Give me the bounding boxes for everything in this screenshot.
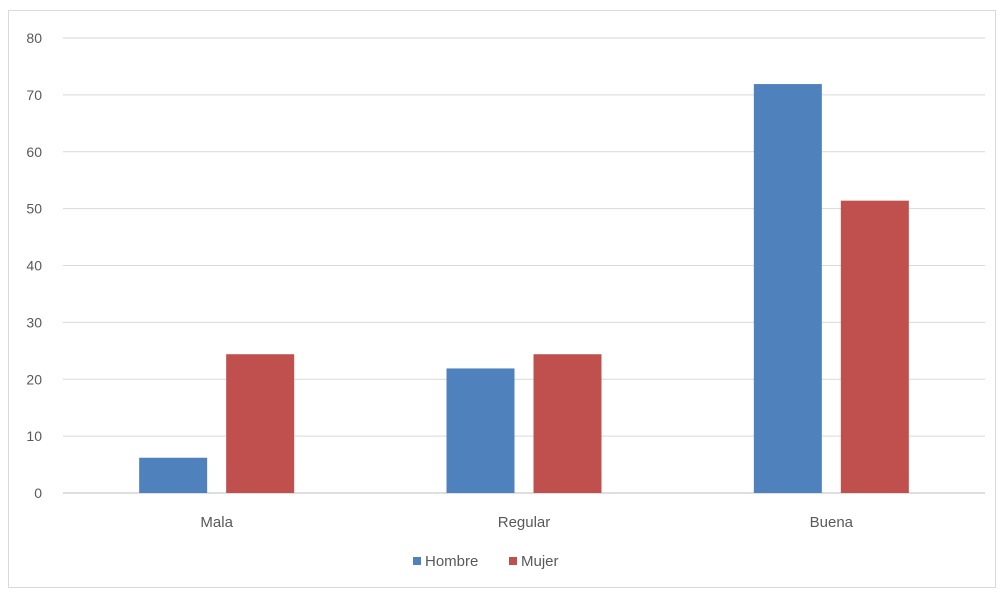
x-tick-label: Mala xyxy=(200,514,233,531)
y-tick-label: 40 xyxy=(26,258,42,274)
x-axis-tick-labels: Mala Regular Buena xyxy=(200,514,853,531)
y-tick-label: 80 xyxy=(26,30,42,46)
y-tick-label: 50 xyxy=(26,201,42,217)
x-tick-label: Buena xyxy=(810,514,854,531)
bar-mujer-buena xyxy=(840,200,909,493)
x-tick-label: Regular xyxy=(498,514,551,531)
bars xyxy=(139,84,909,493)
y-tick-label: 10 xyxy=(26,428,42,444)
y-tick-label: 0 xyxy=(34,485,42,501)
y-axis-tick-labels: 0 10 20 30 40 50 60 70 80 xyxy=(26,30,42,501)
bar-mujer-mala xyxy=(226,354,295,493)
legend-swatch-mujer xyxy=(509,557,517,565)
y-tick-label: 70 xyxy=(26,87,42,103)
legend: Hombre Mujer xyxy=(413,553,559,570)
legend-label-mujer: Mujer xyxy=(521,553,559,570)
bar-hombre-buena xyxy=(753,84,822,493)
y-tick-label: 60 xyxy=(26,144,42,160)
bar-hombre-regular xyxy=(446,368,515,493)
legend-swatch-hombre xyxy=(413,557,421,565)
legend-label-hombre: Hombre xyxy=(425,553,478,570)
gridlines xyxy=(63,37,985,494)
bar-hombre-mala xyxy=(139,457,208,493)
y-tick-label: 20 xyxy=(26,371,42,387)
bar-mujer-regular xyxy=(533,354,602,493)
y-tick-label: 30 xyxy=(26,314,42,330)
